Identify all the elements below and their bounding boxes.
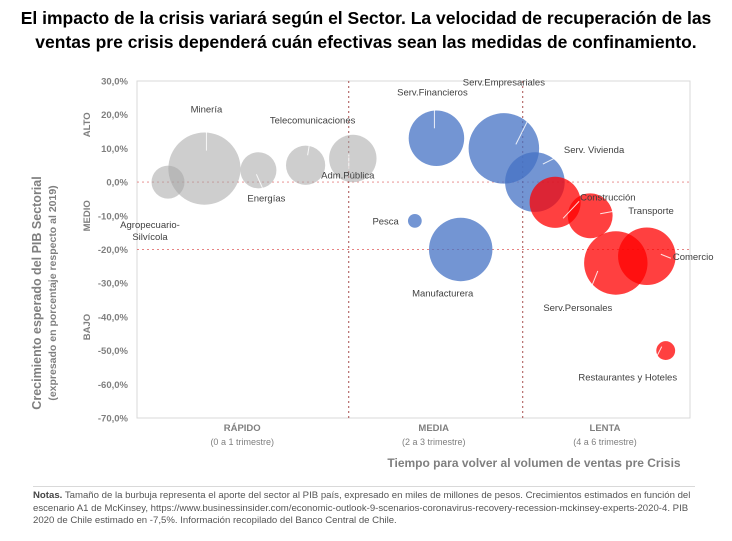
y-band-label: BAJO xyxy=(82,314,93,340)
chart-title: El impacto de la crisis variará según el… xyxy=(0,6,732,54)
y-tick-label: 10,0% xyxy=(101,144,128,155)
leader-line xyxy=(307,131,313,156)
y-axis-label-line-2: (expresado en porcentaje respecto al 201… xyxy=(47,185,59,400)
bubble-label: Energías xyxy=(247,193,285,204)
bubble-label: Telecomunicaciones xyxy=(270,115,356,126)
y-band-label: ALTO xyxy=(82,112,93,137)
bubble-label: Silvícola xyxy=(132,232,168,243)
notes-text: Tamaño de la burbuja representa el aport… xyxy=(33,490,691,527)
bubble-label: Serv.Personales xyxy=(543,303,612,314)
bubble-restaurantes-y-hoteles xyxy=(656,341,676,361)
bubble-label: Construcción xyxy=(580,192,635,203)
title-line-1: El impacto de la crisis variará según el… xyxy=(20,8,712,28)
bubble-energ-as xyxy=(240,152,277,189)
y-axis-label-line-1: Crecimiento esperado del PIB Sectorial xyxy=(30,176,44,409)
y-tick-label: 20,0% xyxy=(101,110,128,121)
y-tick-label: -10,0% xyxy=(98,211,129,222)
leader-line xyxy=(585,270,599,302)
x-group-sublabel: (2 a 3 trimestre) xyxy=(402,437,466,447)
leader-line xyxy=(542,155,560,165)
y-tick-label: -70,0% xyxy=(98,414,129,425)
bubble-label: Comercio xyxy=(673,252,714,263)
bubble-label: Adm.Pública xyxy=(321,171,375,182)
bubble-label: Transporte xyxy=(628,206,674,217)
bubble-label: Pesca xyxy=(372,216,399,227)
bubble-pesca xyxy=(407,213,422,228)
y-tick-label: -60,0% xyxy=(98,380,129,391)
x-group-sublabel: (4 a 6 trimestre) xyxy=(573,437,637,447)
x-group-sublabel: (0 a 1 trimestre) xyxy=(210,437,274,447)
bubble-manufacturera xyxy=(428,217,493,282)
y-tick-label: -20,0% xyxy=(98,245,129,256)
bubble-label: Agropecuario- xyxy=(120,220,180,231)
bubble-label: Serv. Vivienda xyxy=(564,145,625,156)
leader-line xyxy=(562,200,580,219)
title-line-2: ventas pre crisis dependerá cuán efectiv… xyxy=(35,32,697,52)
bubble-transporte xyxy=(567,193,613,239)
x-group-label: RÁPIDO xyxy=(224,423,261,434)
y-tick-label: -40,0% xyxy=(98,312,129,323)
x-axis-label: Tiempo para volver al volumen de ventas … xyxy=(387,456,681,470)
x-group-label: LENTA xyxy=(590,423,621,434)
leader-line xyxy=(255,174,265,193)
y-tick-label: -50,0% xyxy=(98,346,129,357)
y-band-label: MEDIO xyxy=(82,200,93,231)
leader-line xyxy=(660,253,672,259)
bubble-label: Restaurantes y Hoteles xyxy=(578,373,677,384)
notes-label: Notas. xyxy=(33,490,63,501)
bubble-comercio xyxy=(618,227,676,286)
y-tick-label: 0,0% xyxy=(106,178,128,189)
y-tick-label: -30,0% xyxy=(98,279,129,290)
bubble-telecomunicaciones xyxy=(285,145,326,185)
x-group-label: MEDIA xyxy=(418,423,449,434)
notes: Notas. Tamaño de la burbuja representa e… xyxy=(33,490,703,528)
bubble-label: Manufacturera xyxy=(412,289,474,300)
leader-line xyxy=(600,209,623,215)
bubble-label: Serv.Empresariales xyxy=(463,77,545,88)
bubble-label: Serv.Financieros xyxy=(397,87,468,98)
leader-line xyxy=(153,192,159,215)
bubble-label: Minería xyxy=(191,105,223,116)
bubble-serv-financieros xyxy=(408,110,465,167)
bubble-adm-p-blica xyxy=(329,134,377,183)
notes-divider xyxy=(33,486,695,487)
leader-line xyxy=(515,116,531,145)
leader-line xyxy=(653,346,663,363)
bubble-miner-a xyxy=(168,132,241,205)
y-tick-label: 30,0% xyxy=(101,77,128,88)
